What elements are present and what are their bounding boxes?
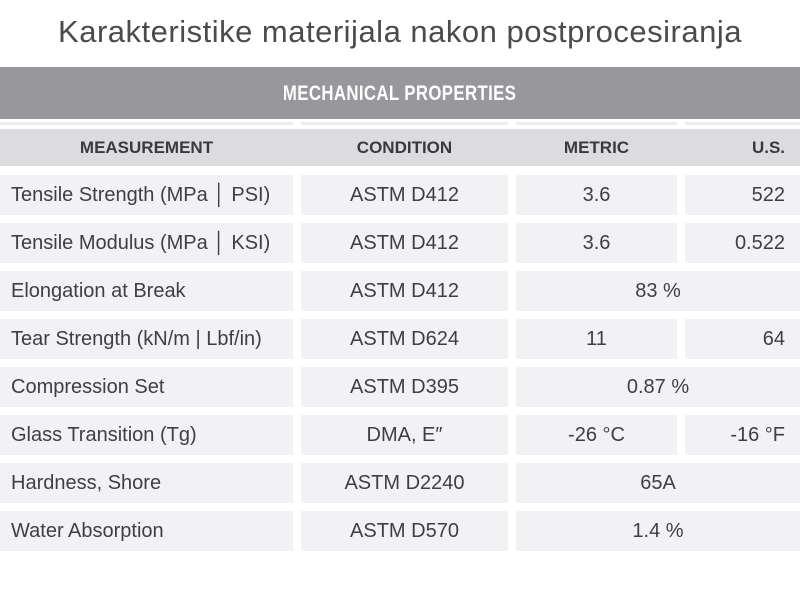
cell-measurement: Tensile Modulus (MPa │ KSI) (0, 223, 293, 263)
cell-merged-value: 1.4 % (516, 511, 800, 551)
cell-metric: -26 °C (516, 415, 677, 455)
cell-condition: DMA, E″ (301, 415, 508, 455)
cell-metric: 11 (516, 319, 677, 359)
cell-merged-value: 65A (516, 463, 800, 503)
cell-condition: ASTM D395 (301, 367, 508, 407)
cell-measurement: Glass Transition (Tg) (0, 415, 293, 455)
column-header-condition: CONDITION (356, 138, 453, 157)
cell-measurement: Tear Strength (kN/m | Lbf/in) (0, 319, 293, 359)
table-title: MECHANICAL PROPERTIES (283, 80, 517, 105)
cell-condition: ASTM D570 (301, 511, 508, 551)
cell-merged-value: 0.87 % (516, 367, 800, 407)
table-header-row: MEASUREMENT CONDITION METRIC U.S. (0, 129, 800, 166)
cell-measurement: Hardness, Shore (0, 463, 293, 503)
cell-us: -16 °F (685, 415, 800, 455)
cell-merged-value: 83 % (516, 271, 800, 311)
page-title: Karakteristike materijala nakon postproc… (58, 14, 742, 49)
cell-us: 64 (685, 319, 800, 359)
cell-condition: ASTM D412 (301, 271, 508, 311)
column-header-metric: METRIC (563, 138, 630, 157)
cell-us: 522 (685, 175, 800, 215)
cell-us: 0.522 (685, 223, 800, 263)
cell-condition: ASTM D412 (301, 175, 508, 215)
cell-metric: 3.6 (516, 223, 677, 263)
cell-measurement: Water Absorption (0, 511, 293, 551)
cell-measurement: Compression Set (0, 367, 293, 407)
column-header-us: U.S. (751, 138, 785, 157)
cell-condition: ASTM D2240 (301, 463, 508, 503)
cell-condition: ASTM D624 (301, 319, 508, 359)
cell-condition: ASTM D412 (301, 223, 508, 263)
cell-measurement: Tensile Strength (MPa │ PSI) (0, 175, 293, 215)
cell-measurement: Elongation at Break (0, 271, 293, 311)
column-header-measurement: MEASUREMENT (79, 138, 214, 157)
table-body: Tensile Strength (MPa │ PSI) ASTM D412 3… (0, 175, 800, 551)
table-top-divider (0, 122, 800, 125)
cell-metric: 3.6 (516, 175, 677, 215)
table-title-bar: MECHANICAL PROPERTIES (0, 67, 800, 119)
